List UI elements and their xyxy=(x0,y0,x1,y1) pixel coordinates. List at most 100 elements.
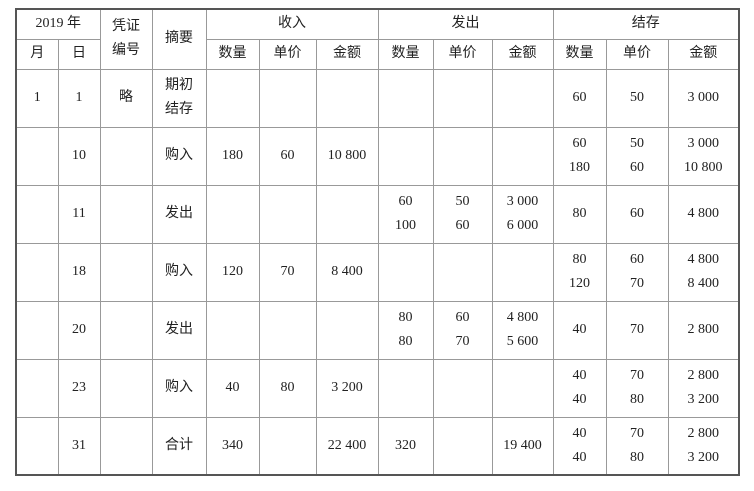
cell-bal-price: 50 xyxy=(605,68,669,128)
out-amount-header: 金额 xyxy=(491,38,554,70)
cell-line: 期初 xyxy=(165,78,193,93)
cell-month: 1 xyxy=(15,68,59,128)
cell-out-price xyxy=(432,68,493,128)
cell-line: 70 xyxy=(630,276,644,291)
voucher-header: 凭证 编号 xyxy=(99,8,153,70)
cell-line: 60 xyxy=(630,160,644,175)
cell-line: 80 xyxy=(398,310,413,325)
table-row: 1 1 略期初 结存 60 50 3 000 xyxy=(15,68,740,128)
cell-out-price: 50 60 xyxy=(432,184,493,244)
cell-line: 60 xyxy=(280,148,295,163)
bal-qty-header: 数量 xyxy=(552,38,607,70)
inventory-ledger-table: 2019 年 凭证 编号 摘要 收入 发出 结存 月 日 数量 单价 金额 数量 … xyxy=(15,8,740,476)
cell-in-qty: 40 xyxy=(205,358,260,418)
cell-out-price xyxy=(432,416,493,476)
cell-line: 40 xyxy=(572,449,587,465)
balance-header: 结存 xyxy=(552,8,740,40)
cell-line: 发出 xyxy=(165,206,193,221)
cell-out-amt xyxy=(491,358,554,418)
cell-line: 购入 xyxy=(165,380,193,395)
cell-voucher xyxy=(99,242,153,302)
cell-day: 11 xyxy=(57,184,101,244)
cell-line: 22 400 xyxy=(327,437,367,453)
cell-line: 320 xyxy=(395,437,416,453)
cell-in-amt xyxy=(315,68,379,128)
cell-month xyxy=(15,242,59,302)
cell-line: 3 200 xyxy=(687,392,720,407)
cell-line: 60 xyxy=(572,90,587,105)
cell-in-price xyxy=(258,416,317,476)
summary-header: 摘要 xyxy=(151,8,207,70)
cell-summary: 期初 结存 xyxy=(151,68,207,128)
cell-line: 70 xyxy=(455,334,470,349)
cell-bal-amt: 3 000 xyxy=(667,68,740,128)
cell-summary: 购入 xyxy=(151,358,207,418)
cell-out-amt xyxy=(491,242,554,302)
cell-line: 4 800 xyxy=(506,310,539,325)
cell-line: 3 000 xyxy=(687,136,720,151)
cell-line: 6 000 xyxy=(506,218,539,233)
cell-line: 50 xyxy=(455,194,470,209)
cell-line: 8 400 xyxy=(331,264,363,279)
cell-out-amt: 4 800 5 600 xyxy=(491,300,554,360)
cell-out-qty xyxy=(377,68,434,128)
cell-line: 120 xyxy=(222,264,243,279)
cell-month xyxy=(15,358,59,418)
cell-month xyxy=(15,300,59,360)
cell-in-price: 80 xyxy=(258,358,317,418)
cell-line: 3 200 xyxy=(687,449,720,465)
cell-line: 10 800 xyxy=(684,160,723,175)
cell-day: 1 xyxy=(57,68,101,128)
issue-header: 发出 xyxy=(377,8,554,40)
year-header: 2019 年 xyxy=(15,8,101,40)
out-price-header: 单价 xyxy=(432,38,493,70)
cell-in-amt xyxy=(315,300,379,360)
cell-voucher xyxy=(99,358,153,418)
cell-bal-qty: 60 xyxy=(552,68,607,128)
cell-line: 60 xyxy=(455,310,470,325)
cell-line: 340 xyxy=(222,437,243,453)
cell-out-qty xyxy=(377,242,434,302)
cell-out-qty xyxy=(377,126,434,186)
cell-bal-price: 70 80 xyxy=(605,416,669,476)
cell-line: 50 xyxy=(630,90,644,105)
cell-in-qty: 340 xyxy=(205,416,260,476)
cell-line: 合计 xyxy=(165,437,193,453)
cell-line: 40 xyxy=(572,425,587,441)
cell-line: 70 xyxy=(280,264,295,279)
cell-line: 180 xyxy=(222,148,243,163)
cell-line: 发出 xyxy=(165,322,193,337)
cell-in-amt xyxy=(315,184,379,244)
day-header: 日 xyxy=(57,38,101,70)
cell-line: 70 xyxy=(630,425,644,441)
cell-out-qty xyxy=(377,358,434,418)
cell-line: 70 xyxy=(630,322,644,337)
cell-out-amt xyxy=(491,126,554,186)
cell-line: 60 xyxy=(630,206,644,221)
cell-line: 80 xyxy=(572,252,587,267)
cell-line: 5 600 xyxy=(506,334,539,349)
cell-line: 购入 xyxy=(165,148,193,163)
cell-line: 80 xyxy=(398,334,413,349)
cell-day: 20 xyxy=(57,300,101,360)
table-row: 20 发出 80 80 60 70 4 800 5 600 40 70 2 800 xyxy=(15,300,740,360)
cell-line: 40 xyxy=(572,392,587,407)
cell-line: 60 xyxy=(398,194,413,209)
cell-in-qty: 180 xyxy=(205,126,260,186)
cell-line: 60 xyxy=(630,252,644,267)
cell-bal-amt: 4 800 xyxy=(667,184,740,244)
cell-out-amt: 3 000 6 000 xyxy=(491,184,554,244)
cell-in-price xyxy=(258,184,317,244)
cell-bal-price: 60 70 xyxy=(605,242,669,302)
cell-in-qty xyxy=(205,300,260,360)
cell-summary: 购入 xyxy=(151,126,207,186)
cell-summary: 合计 xyxy=(151,416,207,476)
cell-in-amt: 10 800 xyxy=(315,126,379,186)
cell-line: 60 xyxy=(572,136,587,151)
cell-bal-price: 70 xyxy=(605,300,669,360)
cell-voucher xyxy=(99,416,153,476)
cell-out-qty: 60 100 xyxy=(377,184,434,244)
cell-bal-price: 50 60 xyxy=(605,126,669,186)
cell-day: 10 xyxy=(57,126,101,186)
cell-line: 70 xyxy=(630,368,644,383)
